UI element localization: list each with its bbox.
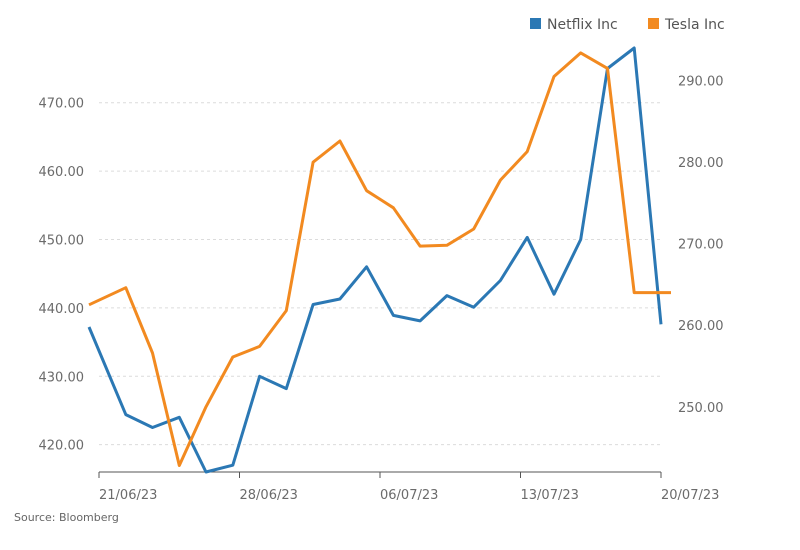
series-line-tesla-inc [88,51,671,467]
left-axis-tick-label: 450.00 [39,233,85,248]
x-axis-tick-label: 28/06/23 [240,488,298,503]
left-axis-tick-label: 430.00 [39,370,85,385]
legend-swatch-tesla [648,18,659,29]
left-axis-tick-label: 420.00 [39,439,85,454]
legend-label-netflix: Netflix Inc [547,17,618,33]
legend-label-tesla: Tesla Inc [664,17,725,33]
legend: Netflix Inc Tesla Inc [530,17,725,33]
right-axis-tick-label: 250.00 [678,401,724,416]
source-note: Source: Bloomberg [14,511,119,524]
legend-swatch-netflix [530,18,541,29]
series-line-netflix-inc [87,46,663,474]
gridlines [99,102,661,446]
left-axis-tick-label: 460.00 [39,165,85,180]
axes: 420.00 430.00 440.00 450.00 460.00 470.00 250.… [39,75,724,503]
x-axis-tick-label: 20/07/23 [661,488,719,503]
x-axis-tick-label: 13/07/23 [521,488,579,503]
left-axis-tick-label: 440.00 [39,302,85,317]
right-axis-tick-label: 290.00 [678,75,724,90]
left-axis-tick-label: 470.00 [39,97,85,112]
series-lines [87,46,671,474]
right-axis-tick-label: 260.00 [678,319,724,334]
right-axis-tick-label: 270.00 [678,238,724,253]
right-axis-tick-label: 280.00 [678,156,724,171]
x-axis-tick-label: 06/07/23 [380,488,438,503]
x-axis-tick-label: 21/06/23 [99,488,157,503]
